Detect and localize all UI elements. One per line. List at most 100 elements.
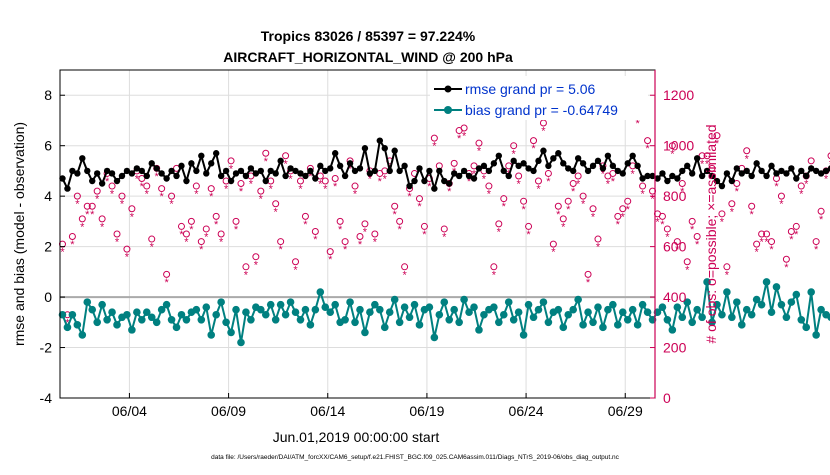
y-tick-label: -4 [40,390,53,406]
point-rmse [361,145,369,152]
point-rmse [609,162,617,170]
obs-assimilated-marker: * [110,189,115,201]
point-rmse [733,165,741,172]
point-bias [430,333,439,342]
obs-assimilated-marker: * [611,176,616,188]
point-bias [504,298,513,306]
point-rmse [292,167,299,175]
point-bias [68,310,77,319]
obs-possible-marker [78,215,86,223]
point-rmse [783,170,790,177]
obs-assimilated-marker: * [779,199,784,211]
obs-assimilated-marker: * [85,209,90,221]
obs-assimilated-marker: * [90,209,95,221]
obs-possible-marker [644,137,652,145]
y-tick-label: 4 [44,188,52,204]
obs-assimilated-marker: * [264,156,269,168]
obs-possible-marker [748,202,756,210]
point-rmse [520,160,527,167]
obs-possible-marker [475,139,483,147]
point-bias [618,308,627,317]
point-bias [698,313,706,322]
obs-assimilated-marker: * [581,199,586,211]
point-rmse [460,167,468,175]
point-bias [103,315,111,324]
obs-assimilated-marker: * [442,232,447,244]
obs-assimilated-marker: * [199,244,204,256]
point-bias [509,315,518,324]
y2-tick-label: 0 [663,390,671,406]
point-rmse [416,165,423,172]
point-rmse [748,172,755,180]
point-bias [182,315,191,324]
obs-assimilated-marker: * [145,189,150,201]
point-bias [306,321,315,329]
point-bias [708,318,716,327]
point-bias [425,303,434,311]
point-bias [673,303,682,311]
obs-assimilated-marker: * [189,224,194,236]
point-bias [564,310,573,319]
obs-assimilated-marker: * [576,179,581,191]
obs-assimilated-marker: * [715,138,720,150]
obs-assimilated-marker: * [512,148,517,160]
point-bias [157,305,166,314]
obs-assimilated-marker: * [130,211,135,223]
point-rmse [773,170,780,177]
point-rmse [431,185,438,192]
point-rmse [93,170,101,177]
obs-assimilated-marker: * [293,264,298,276]
obs-possible-marker [554,202,562,210]
obs-possible-marker [123,245,131,253]
x-tick-label: 06/09 [211,403,246,419]
point-bias [78,331,87,339]
point-rmse [540,147,547,154]
obs-possible-marker [336,217,344,225]
point-rmse [589,162,597,170]
point-bias [207,331,216,339]
obs-assimilated-marker: * [343,244,348,256]
point-rmse [193,167,200,175]
point-rmse [798,167,805,175]
obs-possible-marker [396,217,404,225]
point-rmse [693,155,701,162]
point-rmse [178,162,185,170]
obs-assimilated-marker: * [402,269,407,281]
point-rmse [708,172,716,180]
point-rmse [812,167,820,175]
point-bias [584,308,592,317]
y-axis-label: rmse and bias (model - observation) [11,122,27,346]
obs-assimilated-marker: * [750,209,755,221]
obs-possible-marker [678,180,686,188]
point-rmse [153,165,160,172]
obs-assimilated-marker: * [160,191,165,203]
obs-assimilated-marker: * [799,189,804,201]
point-rmse [743,167,750,175]
obs-possible-marker [113,230,121,238]
point-rmse [619,170,626,177]
obs-assimilated-marker: * [616,219,621,231]
point-bias [713,300,721,309]
y2-tick-label: 1200 [663,87,694,103]
point-bias [376,305,384,314]
obs-assimilated-marker: * [725,269,730,281]
obs-assimilated-marker: * [601,168,606,180]
obs-possible-marker [753,240,761,248]
point-rmse [391,147,398,154]
obs-possible-marker [371,230,379,238]
point-rmse [128,170,136,177]
point-bias [73,321,82,329]
point-bias [529,313,538,322]
obs-possible-marker [242,263,250,271]
obs-possible-marker [257,187,265,195]
obs-assimilated-marker: * [556,209,561,221]
obs-possible-marker [192,182,200,190]
point-rmse [753,160,760,167]
obs-assimilated-marker: * [561,221,566,233]
obs-possible-marker [564,197,572,205]
obs-assimilated-marker: * [497,226,502,238]
obs-assimilated-marker: * [467,176,472,188]
obs-assimilated-marker: * [621,211,626,223]
point-bias [742,305,751,314]
point-rmse [475,165,483,172]
